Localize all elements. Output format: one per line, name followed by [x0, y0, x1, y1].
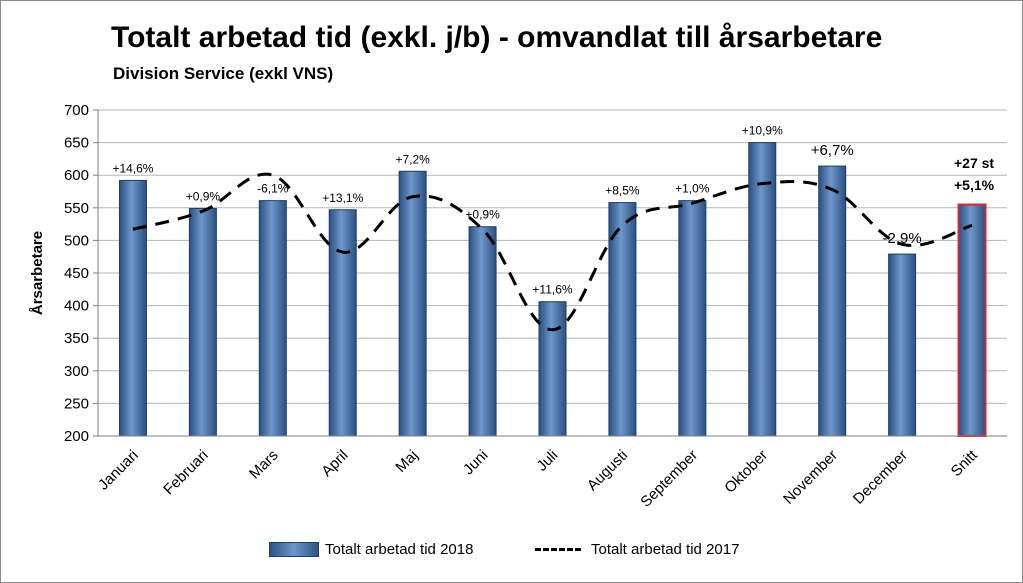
legend-bar-swatch	[269, 542, 319, 557]
bar-september	[678, 200, 707, 437]
bar-december	[888, 253, 917, 437]
bar-januari	[118, 179, 147, 437]
bar-data-label: -2,9%	[883, 230, 922, 247]
x-tick-label: April	[318, 447, 351, 480]
x-tick-label: Snitt	[948, 446, 982, 480]
legend: Totalt arbetad tid 2018 Totalt arbetad t…	[1, 541, 1022, 567]
bar-februari	[188, 207, 217, 437]
snitt-annotation: +27 st	[954, 155, 994, 171]
y-tick-label: 600	[64, 167, 89, 184]
x-tick-label: Januari	[95, 447, 142, 494]
x-tick-label: September	[637, 447, 701, 511]
bar-data-label: +8,5%	[605, 184, 640, 198]
legend-item-2017: Totalt arbetad tid 2017	[535, 541, 739, 558]
x-tick-label: December	[850, 447, 911, 508]
y-tick-label: 650	[64, 135, 89, 152]
bar-juli	[538, 301, 567, 437]
x-tick-label: Oktober	[721, 447, 771, 497]
legend-line-swatch	[535, 548, 581, 551]
bar-data-label: -6,1%	[257, 182, 289, 196]
chart-plot: +14,6% +0,9% -6,1% +13,1% +7,2% +0,9% +11,6% +8…	[29, 102, 1007, 511]
y-tick-label: 300	[64, 363, 89, 380]
y-tick-label: 200	[64, 428, 89, 445]
y-tick-label: 350	[64, 330, 89, 347]
x-tick-label: Februari	[160, 447, 212, 499]
snitt-annotation: +5,1%	[954, 177, 995, 193]
y-tick-label: 450	[64, 265, 89, 282]
bar-juni	[468, 226, 497, 437]
y-tick-label: 500	[64, 232, 89, 249]
legend-item-2018: Totalt arbetad tid 2018	[269, 541, 473, 558]
x-tick-label: Maj	[392, 447, 421, 476]
bar-data-label: +11,6%	[532, 283, 572, 297]
bar-data-label: +7,2%	[395, 152, 430, 166]
bar-maj	[398, 170, 427, 437]
bar-data-label: +14,6%	[112, 161, 153, 175]
y-axis-label: Årsarbetare	[29, 231, 46, 315]
chart-subtitle: Division Service (exkl VNS)	[113, 64, 334, 83]
x-tick-label: Mars	[246, 447, 282, 483]
bar-data-label: +1,0%	[675, 182, 710, 196]
bar-data-label: +0,9%	[465, 208, 500, 222]
bar-data-label: +10,9%	[742, 124, 783, 138]
bar-oktober	[748, 142, 777, 437]
bar-augusti	[608, 202, 637, 437]
y-tick-label: 250	[64, 395, 89, 412]
bar-snitt	[957, 203, 987, 437]
legend-label-2017: Totalt arbetad tid 2017	[591, 541, 740, 558]
bar-april	[328, 209, 357, 437]
bar-data-label: +13,1%	[322, 191, 363, 205]
line-series-2017	[132, 172, 973, 332]
y-tick-label: 700	[64, 102, 89, 119]
x-tick-label: November	[780, 447, 841, 508]
x-tick-label: Juni	[460, 447, 491, 478]
x-tick-label: Juli	[533, 447, 561, 475]
bar-data-label: +6,7%	[811, 142, 854, 159]
bar-november	[818, 165, 847, 437]
y-tick-label: 400	[64, 298, 89, 315]
legend-label-2018: Totalt arbetad tid 2018	[325, 541, 474, 558]
x-tick-label: Augusti	[584, 447, 631, 494]
bar-mars	[258, 200, 287, 437]
chart-title: Totalt arbetad tid (exkl. j/b) - omvandl…	[111, 21, 883, 54]
bar-data-label: +0,9%	[186, 189, 221, 203]
y-tick-label: 550	[64, 200, 89, 217]
